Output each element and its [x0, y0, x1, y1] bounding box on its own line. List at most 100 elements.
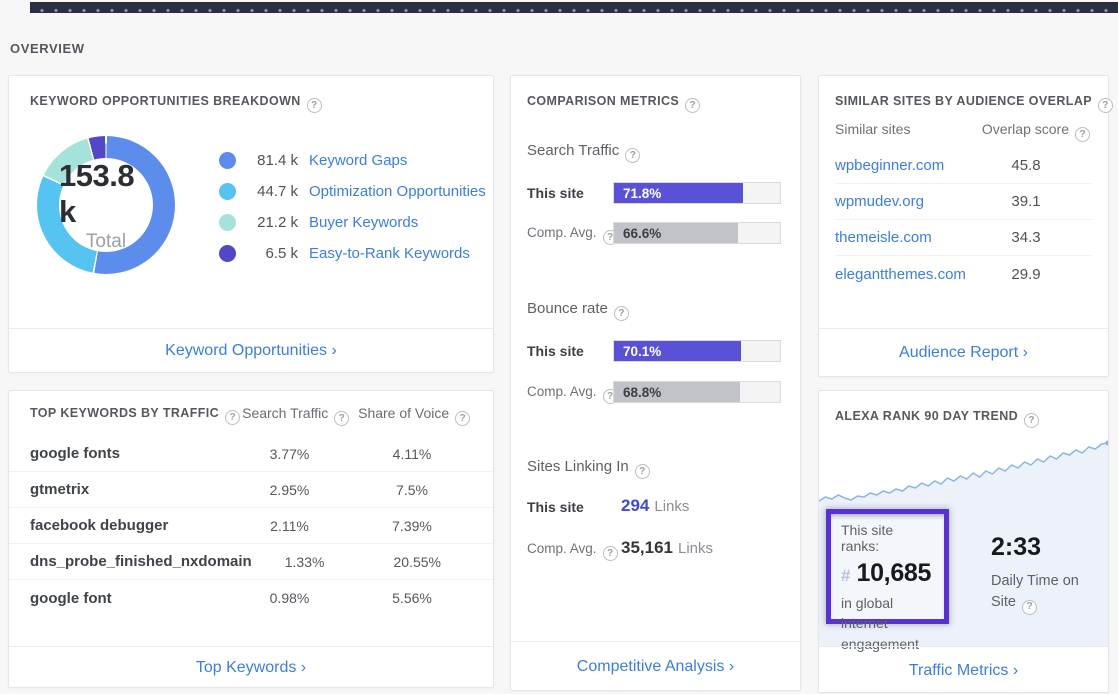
legend-value: 21.2 k — [257, 214, 298, 231]
competitive-analysis-link[interactable]: Competitive Analysis › — [576, 657, 735, 675]
section-label-sites-linking-in: Sites Linking In? — [527, 458, 650, 479]
table-row: dns_probe_finished_nxdomain 1.33% 20.55% — [9, 544, 493, 580]
bar-value: 66.6% — [623, 225, 662, 241]
section-label-bounce-rate: Bounce rate? — [527, 300, 629, 321]
keyword-opportunities-link[interactable]: Keyword Opportunities › — [165, 342, 337, 359]
table-row: elegantthemes.com 29.9 — [835, 256, 1092, 292]
help-icon[interactable]: ? — [602, 546, 618, 561]
search-traffic-value: 2.95% — [269, 481, 310, 498]
table-row: google font 0.98% 5.56% — [9, 580, 493, 616]
links-unit: Links — [654, 498, 690, 515]
alexa-rank-card: ALEXA RANK 90 DAY TREND? This site ranks… — [818, 390, 1109, 693]
share-of-voice-value: 4.11% — [392, 445, 432, 462]
search-traffic-this-site-bar: 71.8% — [613, 182, 781, 204]
help-icon[interactable]: ? — [225, 410, 241, 425]
donut-legend: 81.4 k Keyword Gaps 44.7 k Optimization … — [219, 145, 486, 269]
similar-sites-card: SIMILAR SITES BY AUDIENCE OVERLAP? Simil… — [818, 75, 1113, 377]
table-row: google fonts 3.77% 4.11% — [9, 436, 493, 472]
section-label-search-traffic: Search Traffic? — [527, 142, 641, 163]
share-of-voice-value: 5.56% — [392, 590, 432, 606]
legend-value: 81.4 k — [257, 152, 298, 169]
card-footer: Audience Report › — [819, 328, 1108, 377]
comp-avg-label: Comp. Avg.? — [527, 541, 618, 561]
bar-value: 70.1% — [623, 343, 662, 359]
table-row: gtmetrix 2.95% 7.5% — [9, 472, 493, 508]
help-icon[interactable]: ? — [334, 411, 350, 426]
keywords-table: google fonts 3.77% 4.11% gtmetrix 2.95% … — [9, 436, 493, 616]
comp-avg-label: Comp. Avg.? — [527, 384, 618, 404]
global-rank-value: 10,685 — [856, 559, 932, 587]
search-traffic-value: 2.11% — [270, 517, 309, 534]
help-icon[interactable]: ? — [625, 148, 641, 163]
help-icon[interactable]: ? — [455, 411, 471, 426]
links-count-this-site: 294 Links — [621, 496, 690, 515]
legend-dot-buyer-keywords — [219, 214, 236, 231]
keyword-name: gtmetrix — [30, 481, 90, 498]
rank-intro-text: This site ranks: — [841, 522, 894, 554]
search-traffic-value: 0.98% — [269, 590, 310, 606]
help-icon[interactable]: ? — [1097, 98, 1113, 113]
donut-center: 153.8 k Total — [59, 158, 153, 252]
site-link-wpmudev[interactable]: wpmudev.org — [835, 193, 924, 210]
keyword-name: google fonts — [30, 445, 120, 462]
help-icon[interactable]: ? — [634, 464, 650, 479]
help-icon[interactable]: ? — [613, 306, 629, 321]
overlap-score: 39.1 — [1011, 193, 1041, 210]
card-title: KEYWORD OPPORTUNITIES BREAKDOWN? — [30, 94, 322, 113]
share-of-voice-value: 20.55% — [393, 553, 441, 570]
traffic-metrics-link[interactable]: Traffic Metrics › — [908, 661, 1019, 679]
help-icon[interactable]: ? — [1075, 127, 1090, 142]
card-footer: Competitive Analysis › — [511, 641, 800, 691]
help-icon[interactable]: ? — [1024, 413, 1040, 428]
keyword-opportunities-donut-chart: 153.8 k Total — [37, 136, 175, 274]
column-header-similar-sites: Similar sites — [835, 121, 911, 137]
legend-dot-optimization — [219, 183, 236, 200]
this-site-label: This site — [527, 343, 584, 359]
help-icon[interactable]: ? — [1022, 599, 1037, 615]
keyword-name: dns_probe_finished_nxdomain — [30, 553, 252, 570]
column-header-search-traffic: Search Traffic? — [240, 405, 351, 426]
daily-time-block: 2:33 Daily Time on Site? — [991, 533, 1101, 615]
card-title: ALEXA RANK 90 DAY TREND? — [835, 409, 1040, 428]
audience-report-link[interactable]: Audience Report › — [899, 344, 1028, 361]
legend-dot-easy-to-rank — [219, 245, 236, 262]
search-traffic-value: 1.33% — [284, 553, 325, 570]
legend-item: 44.7 k Optimization Opportunities — [219, 176, 486, 207]
overlap-score: 45.8 — [1011, 157, 1041, 174]
table-row: facebook debugger 2.11% 7.39% — [9, 508, 493, 544]
top-keywords-link[interactable]: Top Keywords › — [195, 658, 307, 676]
metric-row: Comp. Avg.? 35,161 Links — [511, 538, 800, 562]
legend-value: 44.7 k — [257, 183, 298, 200]
table-row: themeisle.com 34.3 — [835, 220, 1092, 256]
this-site-label: This site — [527, 185, 584, 201]
metric-row: This site 70.1% — [511, 340, 800, 362]
site-rank-highlight-box: This site ranks: # 10,685 in global inte… — [826, 509, 949, 652]
overlap-score: 29.9 — [1011, 265, 1041, 283]
daily-time-caption: Daily Time on Site? — [991, 571, 1101, 615]
metric-row: This site 294 Links — [511, 496, 800, 520]
rank-caption: in global internet engagement — [841, 595, 919, 652]
help-icon[interactable]: ? — [306, 98, 322, 113]
legend-link-buyer-keywords[interactable]: Buyer Keywords — [309, 214, 419, 231]
site-link-wpbeginner[interactable]: wpbeginner.com — [835, 157, 945, 174]
keyword-name: facebook debugger — [30, 517, 169, 534]
legend-link-optimization[interactable]: Optimization Opportunities — [309, 183, 486, 200]
legend-item: 6.5 k Easy-to-Rank Keywords — [219, 238, 486, 269]
legend-link-easy-to-rank[interactable]: Easy-to-Rank Keywords — [309, 245, 470, 262]
site-link-elegantthemes[interactable]: elegantthemes.com — [835, 265, 966, 283]
legend-dot-keyword-gaps — [219, 152, 236, 169]
site-link-themeisle[interactable]: themeisle.com — [835, 229, 932, 246]
table-row: wpmudev.org 39.1 — [835, 184, 1092, 220]
bounce-rate-comp-avg-bar: 68.8% — [613, 381, 781, 403]
legend-item: 81.4 k Keyword Gaps — [219, 145, 486, 176]
bar-value: 71.8% — [623, 185, 662, 201]
metric-row: Comp. Avg.? 68.8% — [511, 381, 800, 404]
help-icon[interactable]: ? — [685, 98, 701, 113]
card-footer: Traffic Metrics › — [819, 646, 1108, 694]
comp-avg-label: Comp. Avg.? — [527, 225, 618, 245]
legend-link-keyword-gaps[interactable]: Keyword Gaps — [309, 152, 408, 169]
card-footer: Top Keywords › — [9, 646, 493, 688]
keyword-name: google font — [30, 589, 112, 607]
card-title: SIMILAR SITES BY AUDIENCE OVERLAP? — [835, 94, 1113, 113]
table-row: wpbeginner.com 45.8 — [835, 148, 1092, 184]
